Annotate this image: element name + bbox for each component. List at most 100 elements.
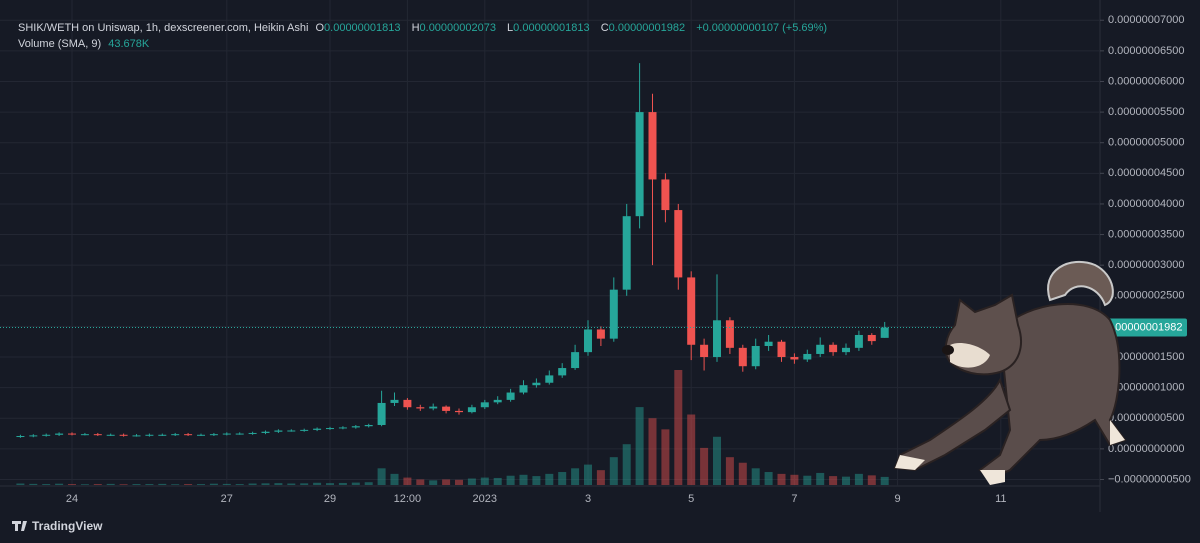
candle-body: [829, 344, 838, 353]
y-tick-label: 0.00000004500: [1108, 167, 1184, 179]
volume-bar: [880, 476, 889, 485]
candle-body: [764, 341, 773, 347]
candle-body: [609, 289, 618, 339]
candle-body: [197, 434, 205, 436]
ohlc-label: H0.00000002073: [412, 22, 500, 34]
y-tick-label: 0.00000005500: [1108, 106, 1184, 118]
candle-body: [429, 406, 438, 409]
candle-body: [442, 406, 451, 411]
candle-body: [648, 112, 657, 180]
volume-bar: [738, 462, 747, 485]
candles: [0, 63, 1100, 438]
candle-body: [880, 327, 889, 338]
candle-body: [171, 434, 180, 436]
volume-bar: [674, 370, 683, 485]
candle-body: [751, 346, 760, 367]
grid: [0, 0, 1100, 486]
volume-bar: [248, 483, 257, 485]
candle-body: [326, 428, 334, 430]
volume-bar: [751, 468, 760, 485]
volume-bar: [338, 482, 347, 485]
x-tick-label: 11: [995, 493, 1006, 505]
candle-body: [364, 424, 373, 427]
x-tick-label: 12:00: [394, 493, 422, 505]
volume-pane: [16, 370, 889, 485]
volume-bar: [635, 407, 644, 485]
candle-body: [584, 329, 592, 353]
volume-bar: [16, 483, 25, 485]
candle-body: [867, 334, 876, 342]
candle-body: [93, 434, 102, 436]
volume-bar: [725, 457, 734, 485]
volume-bar: [596, 470, 605, 485]
x-tick-label: 29: [324, 493, 336, 505]
volume-value: 43.678K: [108, 38, 150, 50]
volume-bar: [442, 479, 451, 485]
volume-bar: [55, 483, 64, 485]
volume-bar: [377, 468, 386, 485]
volume-bar: [171, 484, 180, 485]
candle-body: [687, 277, 696, 345]
candle-body: [854, 334, 863, 348]
symbol-title: SHIK/WETH on Uniswap, 1h, dexscreener.co…: [18, 22, 309, 34]
ohlc-value: 0.00000001982: [608, 22, 686, 34]
legend-header: SHIK/WETH on Uniswap, 1h, dexscreener.co…: [18, 22, 831, 34]
volume-bar: [713, 436, 721, 485]
ohlc-key: O: [315, 22, 325, 34]
volume-bar: [184, 484, 193, 485]
volume-bar: [661, 429, 670, 485]
volume-bar: [313, 482, 322, 485]
volume-bar: [132, 484, 141, 485]
y-tick-label: 0.00000002000: [1108, 320, 1184, 332]
volume-bar: [158, 483, 167, 485]
volume-label: Volume (SMA, 9): [18, 38, 102, 50]
candle-body: [390, 399, 399, 403]
volume-bar: [764, 472, 773, 485]
x-tick-label: 9: [895, 493, 901, 505]
volume-bar: [506, 475, 515, 485]
volume-bar: [803, 475, 812, 485]
candle-body: [119, 434, 128, 436]
candle-body: [416, 407, 425, 409]
volume-bar: [300, 483, 309, 485]
candle-body: [403, 399, 412, 408]
x-tick-label: 5: [688, 493, 694, 505]
volume-bar: [480, 477, 489, 485]
volume-bar: [816, 472, 825, 485]
candle-body: [80, 434, 89, 436]
volume-bar: [571, 468, 580, 485]
candle-body: [158, 434, 167, 436]
x-tick-label: 2023: [473, 493, 497, 505]
candle-body: [184, 434, 193, 436]
volume-bar: [558, 472, 567, 485]
candle-body: [455, 410, 463, 413]
volume-bar: [93, 484, 102, 485]
candle-body: [700, 344, 709, 358]
candle-body: [145, 434, 154, 436]
volume-bar: [622, 444, 631, 485]
brand-name: TradingView: [32, 519, 103, 533]
candle-body: [287, 430, 296, 432]
candle-body: [209, 434, 218, 436]
volume-bar: [609, 457, 618, 485]
volume-bar: [68, 484, 76, 485]
ohlc-value: 0.00000001813: [324, 22, 401, 34]
candle-body: [713, 320, 721, 358]
y-tick-label: 0.00000001000: [1108, 382, 1184, 394]
candle-body: [661, 179, 670, 211]
candle-body: [274, 430, 283, 432]
candle-body: [803, 353, 812, 360]
ohlc-key: C: [600, 22, 609, 34]
candle-body: [738, 347, 747, 367]
volume-bar: [80, 484, 89, 485]
x-tick-label: 24: [66, 493, 78, 505]
volume-bar: [364, 482, 373, 485]
volume-bar: [777, 473, 786, 485]
candle-body: [235, 433, 244, 435]
volume-bar: [145, 484, 154, 485]
candle-body: [377, 402, 386, 425]
x-tick-label: 7: [791, 493, 797, 505]
candle-body: [558, 368, 567, 376]
ohlc-label: L0.00000001813: [507, 22, 594, 34]
